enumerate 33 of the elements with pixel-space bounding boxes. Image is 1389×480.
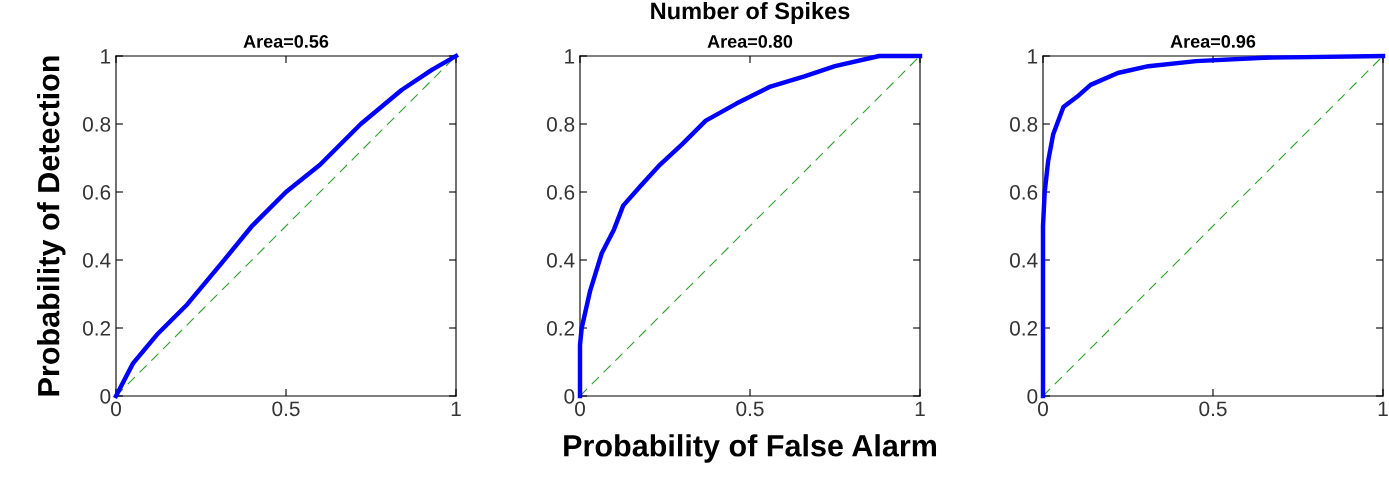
- x-tick-label: 0.5: [272, 401, 300, 417]
- y-tick-label: 0.8: [82, 117, 111, 132]
- y-tick-label: 0.8: [546, 117, 575, 132]
- chart-title: Area=0.56: [243, 35, 329, 48]
- x-tick-label: 1: [1378, 401, 1388, 416]
- y-tick-label: 1: [565, 49, 575, 64]
- y-tick-label: 0.6: [82, 185, 111, 200]
- y-tick-label: 1: [1028, 49, 1038, 64]
- y-tick-label: 0.6: [546, 185, 575, 200]
- x-tick-label: 1: [915, 401, 925, 416]
- y-tick-label: 0.2: [1009, 321, 1038, 336]
- y-tick-label: 0.2: [82, 321, 111, 336]
- y-tick-label: 0.8: [1009, 117, 1038, 132]
- x-tick-label: 1: [451, 401, 461, 416]
- chart-subtitle: Area=0.80: [707, 35, 793, 48]
- y-tick-label: 0.4: [82, 253, 111, 268]
- y-axis-title: Probability of Detection: [37, 56, 66, 396]
- y-tick-label: 0.4: [1009, 253, 1038, 268]
- y-tick-label: 0: [564, 389, 575, 404]
- chart-title: Area=0.96: [1170, 35, 1256, 48]
- x-tick-label: 0: [575, 401, 585, 417]
- x-tick-label: 0: [1038, 401, 1048, 417]
- chart-title: Number of Spikes: [651, 2, 850, 25]
- x-tick-label: 0: [111, 401, 121, 417]
- x-axis-title: Probability of False Alarm: [564, 434, 937, 463]
- y-tick-label: 0: [1027, 389, 1038, 404]
- x-tick-label: 0.5: [736, 401, 764, 417]
- y-tick-label: 0: [100, 389, 111, 404]
- y-tick-label: 0.4: [546, 253, 575, 268]
- x-tick-label: 0.5: [1199, 401, 1227, 417]
- y-tick-label: 1: [101, 49, 111, 64]
- y-tick-label: 0.6: [1009, 185, 1038, 200]
- y-tick-label: 0.2: [546, 321, 575, 336]
